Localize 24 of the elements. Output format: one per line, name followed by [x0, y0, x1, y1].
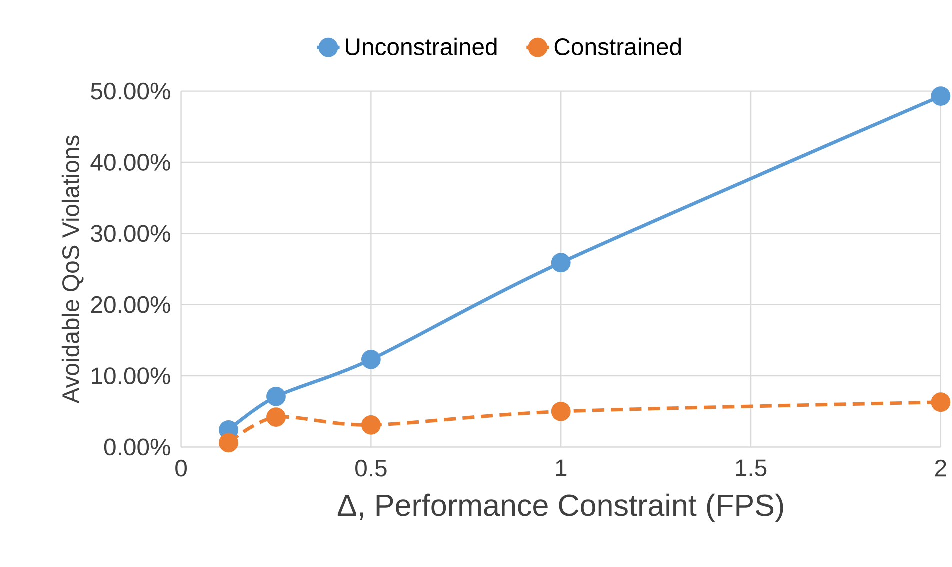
point [266, 408, 286, 428]
x-tick-label: 2 [935, 460, 946, 477]
y-tick-label: 20.00% [91, 296, 170, 314]
y-tick-label: 50.00% [91, 82, 170, 100]
x-axis-title: Δ, Performance Constraint (FPS) [338, 494, 784, 522]
point [931, 392, 951, 412]
x-tick-label: 1.5 [736, 460, 767, 477]
point [931, 86, 951, 106]
point [551, 402, 571, 422]
point [361, 350, 381, 370]
point [219, 433, 238, 453]
y-tick-label: 40.00% [90, 154, 170, 172]
point [266, 387, 286, 407]
y-tick-label: 0.00% [104, 438, 170, 456]
legend-label: Constrained [554, 38, 682, 56]
x-tick-label: 0 [176, 460, 188, 477]
x-tick-label: 1 [556, 460, 567, 476]
legend-label: Unconstrained [346, 38, 497, 56]
point [361, 416, 381, 435]
y-tick-label: 30.00% [91, 225, 170, 242]
point [551, 253, 571, 273]
y-axis-title: Avoidable QoS Violations [62, 136, 84, 404]
y-tick-label: 10.00% [92, 368, 170, 385]
x-tick-label: 0.5 [356, 460, 387, 477]
